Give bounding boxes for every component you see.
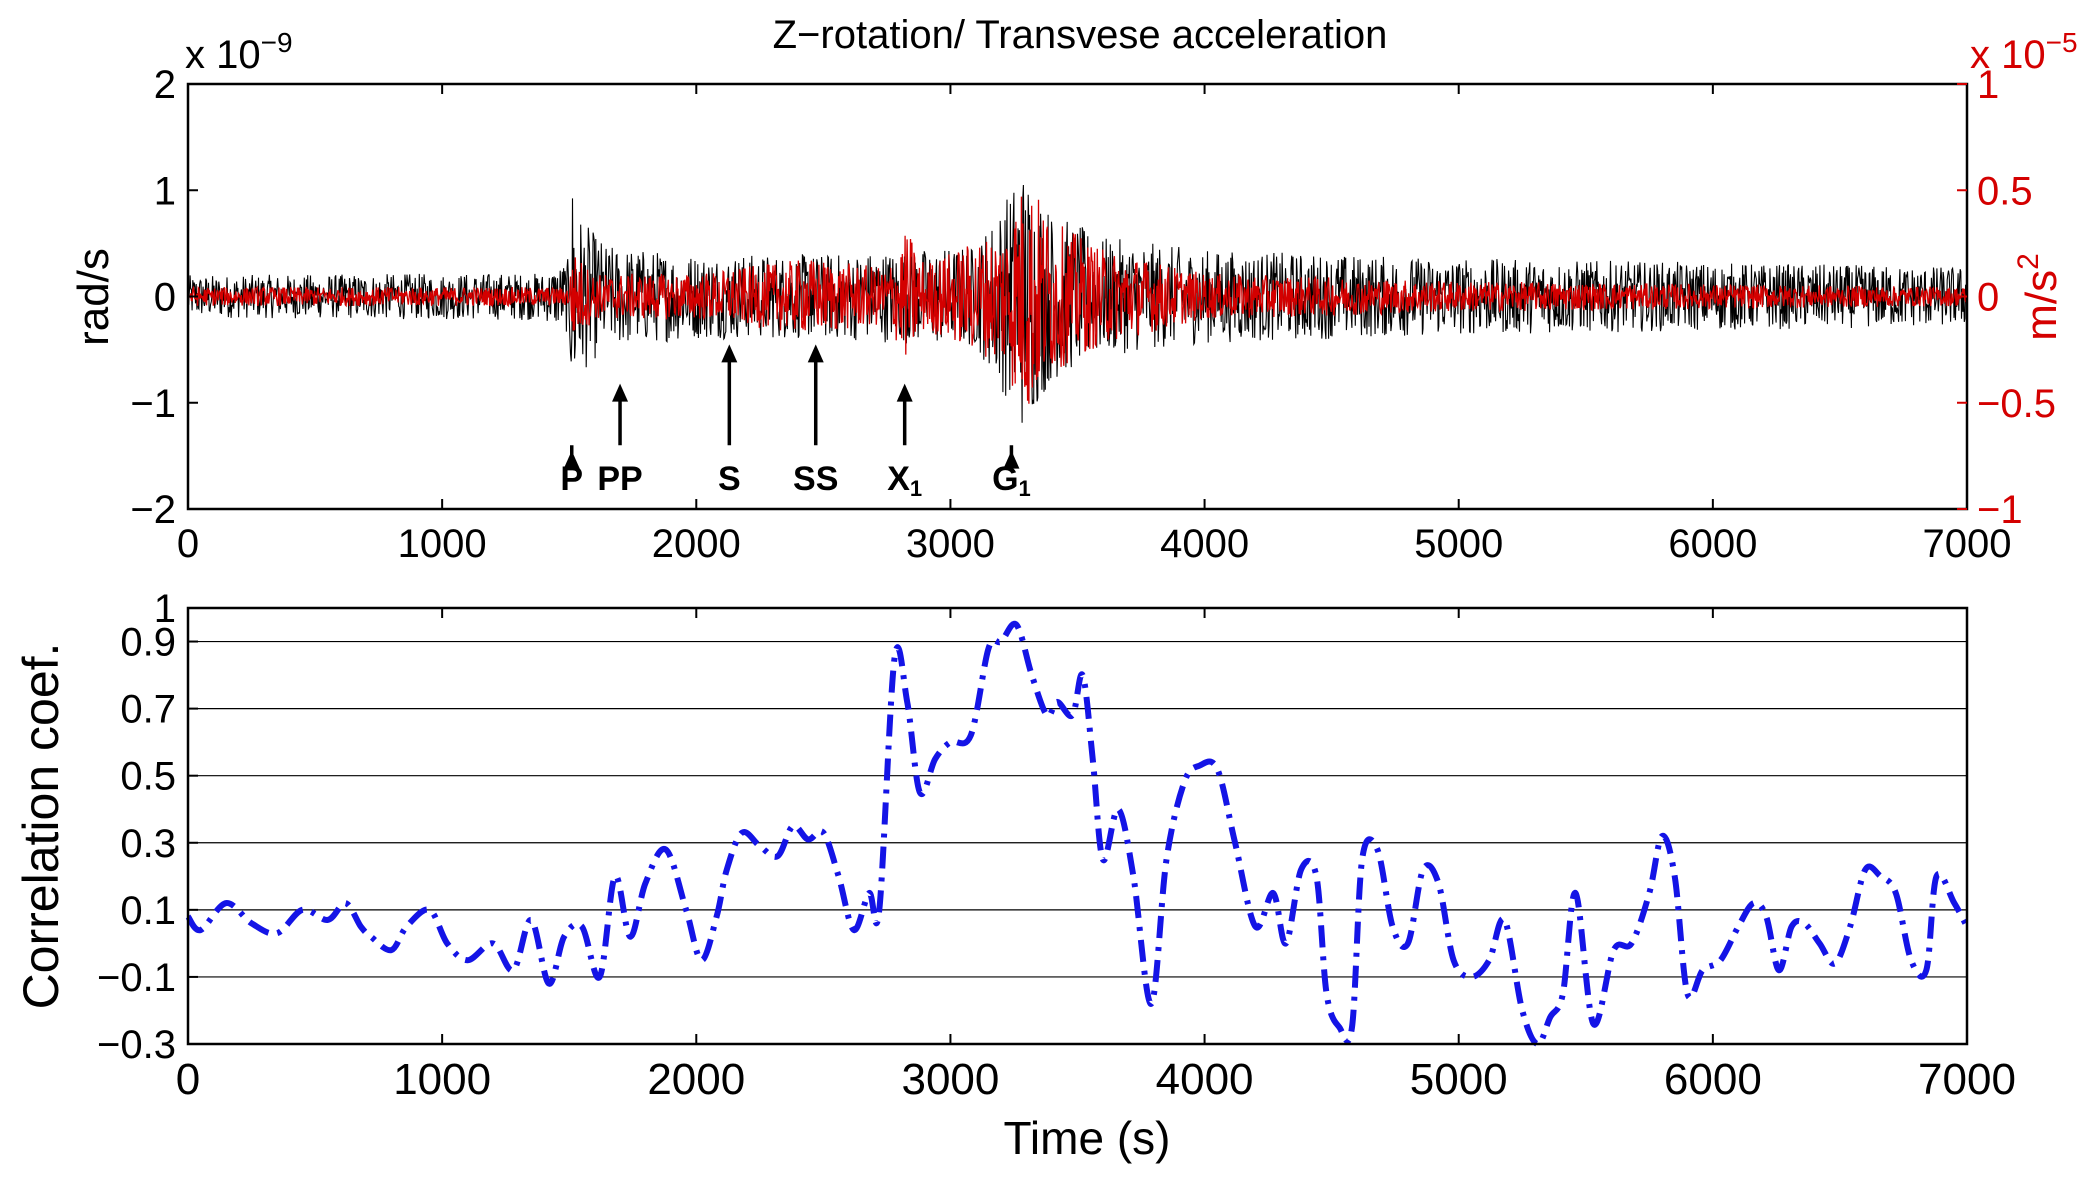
phase-marker: PP <box>597 383 643 498</box>
top-y-left-tick-label: −1 <box>130 382 176 426</box>
top-x-tick-label: 4000 <box>1160 522 1249 566</box>
bottom-y-ticks: −0.3 −0.1 0.1 0.3 0.5 0.7 0.91 <box>97 587 198 1067</box>
arrow-up-icon <box>612 383 629 402</box>
top-y-right-label: m/s2 <box>2012 253 2066 341</box>
bottom-x-tick-label: 3000 <box>901 1055 999 1104</box>
bottom-x-tick-label: 1000 <box>393 1055 491 1104</box>
top-y-left-ticks: −2 −1 0 1 2 <box>130 63 198 532</box>
arrow-up-icon <box>563 450 580 469</box>
bottom-x-tick-label: 2000 <box>647 1055 745 1104</box>
top-y-left-tick-label: 0 <box>154 276 176 320</box>
bottom-x-tick-label: 7000 <box>1918 1055 2016 1104</box>
top-y-left-exponent: x 10−9 <box>185 27 293 77</box>
bottom-y-tick-label: 0.7 <box>120 688 176 732</box>
bottom-y-tick-label: 0.9 <box>120 621 176 665</box>
top-x-tick-label: 2000 <box>652 522 741 566</box>
top-y-left-tick-label: 2 <box>154 63 176 107</box>
chart-title: Z−rotation/ Transvese acceleration <box>773 13 1388 57</box>
bottom-x-tick-label: 5000 <box>1410 1055 1508 1104</box>
top-y-right-tick-label: 1 <box>1977 63 1999 107</box>
arrow-up-icon <box>896 383 913 402</box>
top-x-tick-label: 3000 <box>906 522 995 566</box>
bottom-x-ticks: 0 1000 2000 3000 4000 5000 6000 7000 <box>176 608 2016 1104</box>
bottom-y-label: Correlation coef. <box>13 643 69 1010</box>
top-y-right-tick-label: −0.5 <box>1977 382 2056 426</box>
top-y-right-tick-label: −1 <box>1977 488 2023 532</box>
arrow-up-icon <box>721 344 738 363</box>
phase-label: PP <box>597 460 642 498</box>
bottom-x-label: Time (s) <box>1004 1112 1171 1164</box>
bottom-y-tick-label: −0.1 <box>97 956 176 1000</box>
bottom-y-tick-label: 1 <box>154 587 176 631</box>
arrow-up-icon <box>807 344 824 363</box>
top-x-ticks: 0 1000 2000 3000 4000 5000 6000 7000 <box>177 84 2012 566</box>
top-signals <box>187 184 1968 423</box>
phase-label: S <box>718 460 741 498</box>
bottom-x-tick-label: 0 <box>176 1055 200 1104</box>
top-y-right-tick-label: 0 <box>1977 276 1999 320</box>
phase-label: P <box>560 460 583 498</box>
phase-annotations: P PP S SS X1 G1 <box>560 344 1031 501</box>
bottom-axes-frame <box>186 606 1969 1046</box>
phase-marker: SS <box>793 344 838 498</box>
phase-marker: P <box>560 445 583 498</box>
top-x-tick-label: 7000 <box>1923 522 2012 566</box>
bottom-panel: 0 1000 2000 3000 4000 5000 6000 7000 −0.3 −0.1 0.… <box>13 587 2016 1164</box>
bottom-y-tick-label: 0.5 <box>120 755 176 799</box>
bottom-y-tick-label: −0.3 <box>97 1023 176 1067</box>
top-y-left-tick-label: 1 <box>154 169 176 213</box>
top-y-left-label: rad/s <box>69 248 118 346</box>
bottom-x-tick-label: 6000 <box>1664 1055 1762 1104</box>
top-y-right-ticks: −1 −0.5 0 0.5 1 <box>1957 63 2056 532</box>
top-x-tick-label: 0 <box>177 522 199 566</box>
top-y-right-exponent: x 10−5 <box>1970 27 2078 77</box>
top-x-tick-label: 5000 <box>1414 522 1503 566</box>
arrow-up-icon <box>1003 450 1020 469</box>
top-panel: P PP S SS X1 G1 0 1000 2000 3000 4000 5000 6000 7000… <box>69 27 2078 566</box>
bottom-y-tick-label: 0.3 <box>120 822 176 866</box>
acceleration-trace <box>187 196 1968 404</box>
phase-marker: S <box>718 344 741 498</box>
bottom-y-tick-label: 0.1 <box>120 889 176 933</box>
top-y-right-tick-label: 0.5 <box>1977 169 2033 213</box>
phase-label: SS <box>793 460 838 498</box>
top-y-left-tick-label: −2 <box>130 488 176 532</box>
bottom-x-tick-label: 4000 <box>1156 1055 1254 1104</box>
top-x-tick-label: 6000 <box>1668 522 1757 566</box>
top-x-tick-label: 1000 <box>398 522 487 566</box>
